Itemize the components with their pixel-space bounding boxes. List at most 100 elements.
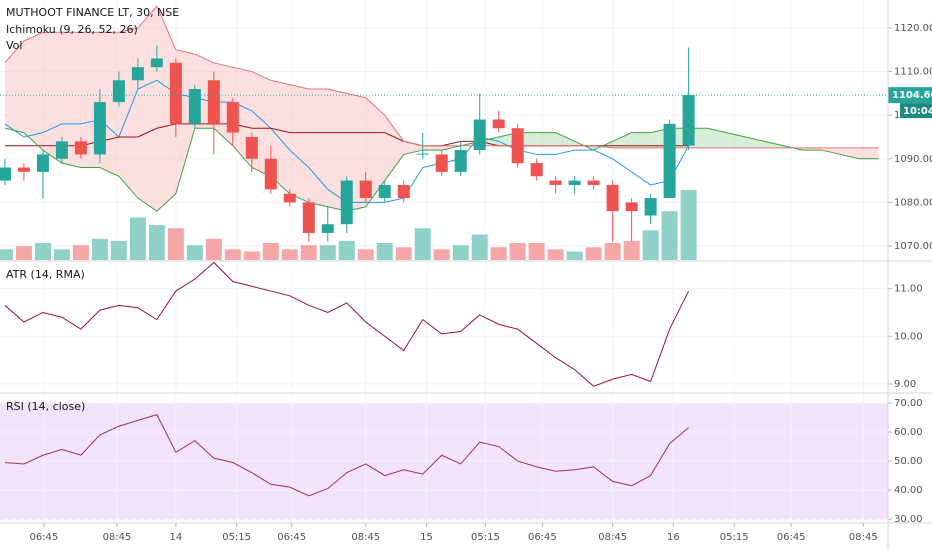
cloud-fill bbox=[726, 132, 746, 148]
candle-body bbox=[397, 184, 410, 199]
countdown: 10:04 bbox=[903, 106, 932, 117]
candle-body bbox=[359, 180, 372, 199]
cloud-fill bbox=[536, 132, 556, 146]
candle-body bbox=[473, 119, 486, 151]
volume-bar bbox=[167, 228, 184, 260]
cloud-fill bbox=[365, 97, 385, 207]
x-tick-label: 06:45 bbox=[277, 532, 306, 543]
cloud-fill bbox=[4, 41, 24, 133]
candle-body bbox=[74, 141, 87, 155]
volume-bar bbox=[34, 243, 51, 260]
candle-body bbox=[283, 193, 296, 203]
cloud-fill bbox=[308, 88, 328, 207]
x-tick-label: 08:45 bbox=[598, 532, 627, 543]
y-tick-label: 30.00 bbox=[894, 514, 923, 525]
y-tick-label: 60.00 bbox=[894, 427, 923, 438]
cloud-fill bbox=[61, 32, 81, 168]
candle-body bbox=[435, 154, 448, 172]
volume-bar bbox=[376, 243, 393, 260]
volume-bar bbox=[433, 249, 450, 260]
y-tick-label: 70.00 bbox=[894, 398, 923, 409]
pane-title: ATR (14, RMA) bbox=[6, 268, 85, 281]
candle-body bbox=[188, 88, 201, 124]
pane-title: RSI (14, close) bbox=[6, 400, 85, 413]
volume-bar bbox=[357, 249, 374, 260]
x-tick-label: 06:45 bbox=[528, 532, 557, 543]
candle-body bbox=[36, 154, 49, 172]
volume-bar bbox=[490, 247, 507, 260]
volume-bar bbox=[585, 247, 602, 260]
x-tick-label: 06:45 bbox=[777, 532, 806, 543]
indicator-line bbox=[4, 414, 689, 497]
volume-bar bbox=[623, 240, 640, 260]
candle-body bbox=[511, 128, 524, 164]
x-tick-label: 08:45 bbox=[849, 532, 878, 543]
volume-bar bbox=[224, 249, 241, 260]
candle-body bbox=[55, 141, 68, 159]
cloud-fill bbox=[802, 147, 822, 151]
volume-bar bbox=[262, 243, 279, 260]
x-tick-label: 06:45 bbox=[29, 532, 58, 543]
x-tick-label: 08:45 bbox=[351, 532, 380, 543]
cloud-fill bbox=[156, 6, 176, 212]
cloud-fill bbox=[821, 147, 841, 155]
volume-bar bbox=[604, 243, 621, 260]
volume-bar bbox=[281, 249, 298, 260]
volume-bar bbox=[110, 240, 127, 260]
volume-bar bbox=[243, 251, 260, 260]
volume-bar bbox=[566, 251, 583, 260]
x-tick-label: 05:15 bbox=[471, 532, 500, 543]
candle-body bbox=[321, 224, 334, 233]
y-tick-label: 1120.00 bbox=[894, 23, 932, 34]
last-price-label: 1104.60 bbox=[892, 90, 932, 101]
volume-bar bbox=[53, 249, 70, 260]
candle-body bbox=[245, 136, 258, 159]
x-tick-label: 14 bbox=[169, 532, 182, 543]
candle-body bbox=[169, 62, 182, 124]
candle-body bbox=[682, 95, 695, 146]
candle-body bbox=[378, 184, 391, 199]
candle-body bbox=[17, 167, 30, 172]
y-tick-label: 9.00 bbox=[894, 379, 916, 390]
y-tick-label: 10.00 bbox=[894, 331, 923, 342]
cloud-fill bbox=[289, 84, 309, 203]
x-tick-label: 05:15 bbox=[720, 532, 749, 543]
chart-title: MUTHOOT FINANCE LT, 30, NSE bbox=[6, 6, 179, 19]
volume-bar bbox=[680, 190, 697, 260]
candle-body bbox=[549, 180, 562, 185]
volume-bar bbox=[91, 238, 108, 260]
volume-bar bbox=[528, 243, 545, 260]
candle-body bbox=[587, 180, 600, 185]
volume-bar bbox=[319, 245, 336, 260]
candle-body bbox=[340, 180, 353, 225]
x-tick-label: 05:15 bbox=[222, 532, 251, 543]
y-tick-label: 50.00 bbox=[894, 456, 923, 467]
y-tick-label: 1080.00 bbox=[894, 197, 932, 208]
x-tick-label: 15 bbox=[420, 532, 433, 543]
candle-body bbox=[416, 153, 429, 155]
candle-body bbox=[302, 202, 315, 233]
candle-body bbox=[663, 123, 676, 199]
ichimoku-line bbox=[4, 127, 879, 212]
candle-body bbox=[207, 80, 220, 124]
volume-bar bbox=[642, 230, 659, 260]
cloud-fill bbox=[137, 6, 157, 212]
cloud-fill bbox=[631, 132, 651, 148]
countdown-tag bbox=[900, 103, 932, 119]
cloud-fill bbox=[859, 147, 879, 159]
candle-body bbox=[644, 198, 657, 216]
candle-body bbox=[112, 80, 125, 103]
volume-bar bbox=[129, 217, 146, 260]
volume-bar bbox=[15, 246, 32, 260]
candle-body bbox=[568, 180, 581, 185]
volume-bar bbox=[148, 225, 165, 260]
cloud-fill bbox=[612, 132, 632, 148]
y-tick-label: 1110.00 bbox=[894, 67, 932, 78]
volume-bar bbox=[414, 228, 431, 260]
volume-bar bbox=[547, 249, 564, 260]
candle-body bbox=[606, 184, 619, 212]
volume-bar bbox=[452, 245, 469, 260]
cloud-fill bbox=[840, 147, 860, 159]
candle-body bbox=[226, 102, 239, 133]
